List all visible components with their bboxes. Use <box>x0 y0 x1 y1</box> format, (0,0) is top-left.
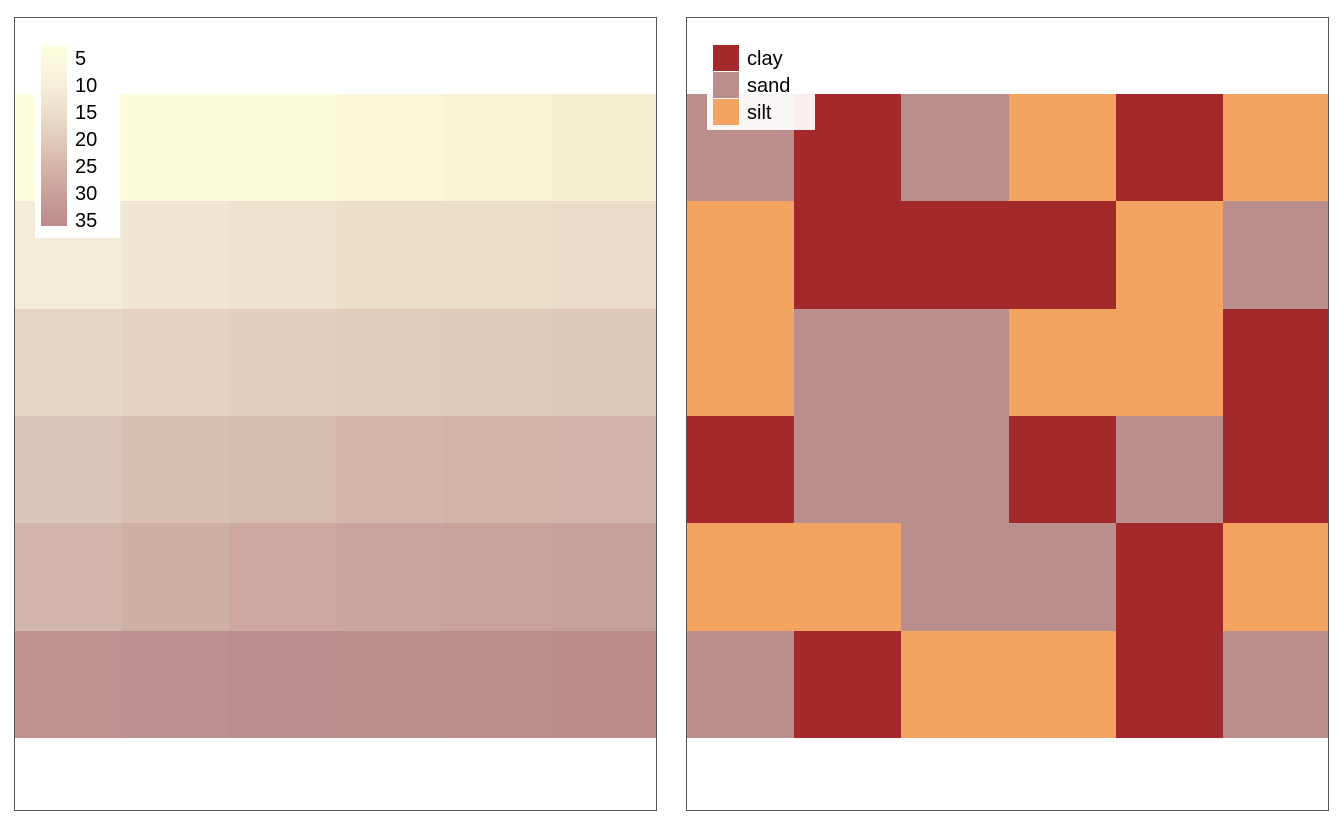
raster-cell <box>687 523 794 631</box>
raster-cell <box>1223 309 1328 416</box>
raster-cell <box>122 631 229 738</box>
raster-cell <box>229 416 337 523</box>
legend-swatch-sand <box>713 72 739 98</box>
raster-cell <box>1223 94 1328 201</box>
raster-cell <box>551 309 656 416</box>
raster-cell <box>901 201 1009 309</box>
raster-cell <box>122 94 229 201</box>
raster-cell <box>1116 631 1223 738</box>
raster-cell <box>337 416 444 523</box>
raster-cell <box>1009 523 1116 631</box>
raster-cell <box>551 631 656 738</box>
raster-cell <box>1116 94 1223 201</box>
raster-cell <box>901 416 1009 523</box>
legend-label: 15 <box>75 102 98 124</box>
raster-cell <box>794 309 901 416</box>
raster-cell <box>1116 523 1223 631</box>
raster-cell <box>337 631 444 738</box>
legend-label: 35 <box>75 210 98 232</box>
raster-cell <box>444 94 551 201</box>
raster-cell <box>444 523 551 631</box>
raster-cell <box>1223 523 1328 631</box>
raster-cell <box>229 631 337 738</box>
raster-cell <box>444 309 551 416</box>
raster-cell <box>122 201 229 309</box>
raster-cell <box>1116 201 1223 309</box>
raster-cell <box>901 94 1009 201</box>
raster-cell <box>444 631 551 738</box>
raster-cell <box>122 309 229 416</box>
raster-cell <box>1009 94 1116 201</box>
raster-cell <box>687 309 794 416</box>
legend-label: 30 <box>75 183 98 205</box>
raster-cell <box>15 309 122 416</box>
raster-cell <box>901 523 1009 631</box>
raster-cell <box>794 416 901 523</box>
raster-cell <box>1009 631 1116 738</box>
categorical-legend: clay sand silt <box>707 40 815 130</box>
raster-cell <box>794 201 901 309</box>
raster-cell <box>229 94 337 201</box>
continuous-raster-map-panel: 5 10 15 20 25 30 35 <box>14 17 657 811</box>
raster-cell <box>337 201 444 309</box>
legend-label: 25 <box>75 156 98 178</box>
legend-label-clay: clay <box>747 48 783 70</box>
raster-cell <box>15 523 122 631</box>
raster-cell <box>1223 416 1328 523</box>
raster-cell <box>901 631 1009 738</box>
raster-cell <box>551 416 656 523</box>
raster-cell <box>687 416 794 523</box>
raster-cell <box>337 309 444 416</box>
continuous-raster-grid <box>15 94 656 738</box>
raster-cell <box>15 631 122 738</box>
raster-cell <box>122 416 229 523</box>
raster-cell <box>1116 416 1223 523</box>
categorical-raster-map-panel: clay sand silt <box>686 17 1329 811</box>
raster-cell <box>337 523 444 631</box>
raster-cell <box>794 631 901 738</box>
legend-label-sand: sand <box>747 75 791 97</box>
categorical-raster-grid <box>687 94 1328 738</box>
legend-color-ramp <box>41 46 67 226</box>
raster-cell <box>229 201 337 309</box>
raster-cell <box>551 94 656 201</box>
raster-cell <box>1223 201 1328 309</box>
continuous-legend: 5 10 15 20 25 30 35 <box>35 40 120 238</box>
raster-cell <box>15 416 122 523</box>
legend-swatch-silt <box>713 99 739 125</box>
legend-label-silt: silt <box>747 102 772 124</box>
raster-cell <box>551 201 656 309</box>
raster-cell <box>229 309 337 416</box>
raster-cell <box>551 523 656 631</box>
raster-cell <box>1009 309 1116 416</box>
legend-label: 20 <box>75 129 98 151</box>
raster-cell <box>444 201 551 309</box>
raster-cell <box>1116 309 1223 416</box>
raster-cell <box>122 523 229 631</box>
raster-cell <box>794 523 901 631</box>
raster-cell <box>687 631 794 738</box>
raster-cell <box>444 416 551 523</box>
raster-cell <box>337 94 444 201</box>
raster-cell <box>229 523 337 631</box>
raster-cell <box>1009 201 1116 309</box>
raster-cell <box>687 201 794 309</box>
raster-cell <box>1009 416 1116 523</box>
legend-label: 5 <box>75 48 87 70</box>
legend-label: 10 <box>75 75 98 97</box>
raster-cell <box>901 309 1009 416</box>
raster-cell <box>1223 631 1328 738</box>
legend-swatch-clay <box>713 45 739 71</box>
